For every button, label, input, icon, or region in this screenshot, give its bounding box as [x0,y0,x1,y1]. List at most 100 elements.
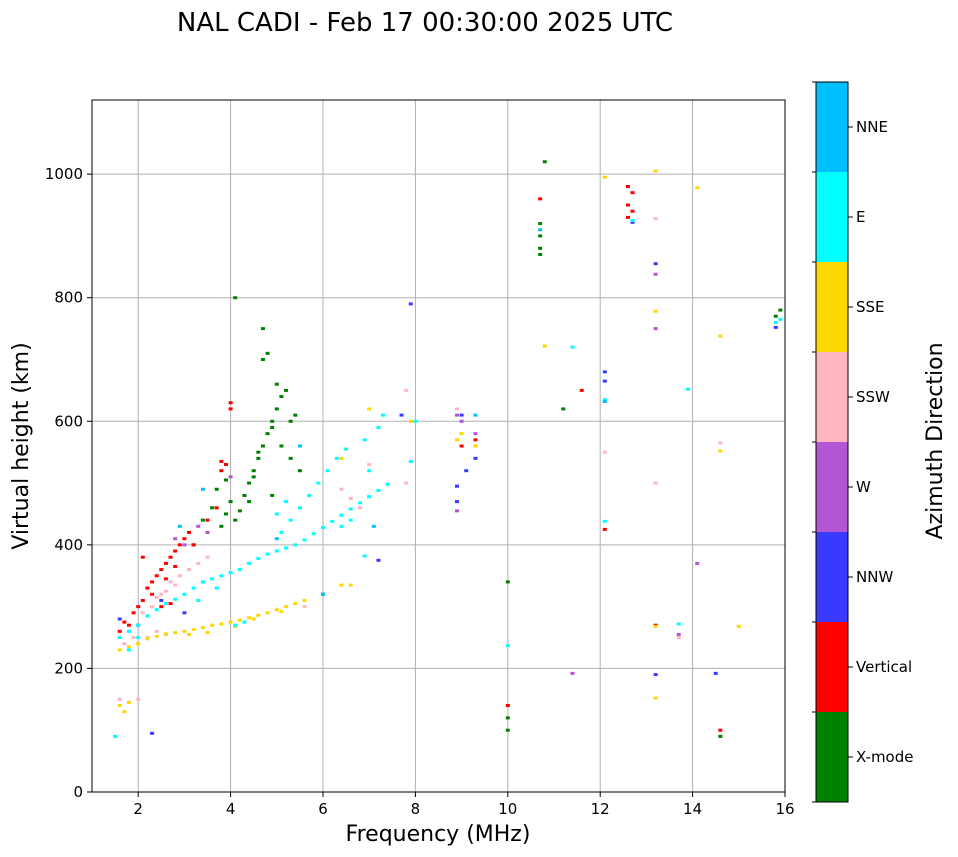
data-point [205,518,210,522]
data-point [284,388,289,392]
data-point [538,197,543,201]
data-point [274,549,279,553]
data-point [464,469,469,473]
data-point [163,632,168,636]
data-point [653,696,658,700]
data-point [200,626,205,630]
data-point [293,413,298,417]
data-point [191,586,196,590]
data-point [177,524,182,528]
data-point [173,549,178,553]
data-point [228,407,233,411]
data-point [284,546,289,550]
data-point [653,673,658,677]
data-point [718,449,723,453]
y-tick-label: 200 [54,659,83,677]
data-point [274,512,279,516]
data-point [570,345,575,349]
data-point [348,507,353,511]
data-point [219,574,224,578]
data-point [357,506,362,510]
data-point [274,537,279,541]
data-point [182,592,187,596]
data-point [348,583,353,587]
data-point [311,532,316,536]
data-point [117,704,122,707]
data-point [191,543,196,547]
data-point [538,222,543,226]
colorbar-tick-label: E [856,208,865,226]
data-point [454,407,459,411]
data-point [117,629,122,633]
data-point [145,637,150,641]
colorbar-tick-label: SSE [856,298,885,316]
data-point [154,608,159,612]
data-point [182,537,187,541]
data-point [773,314,778,318]
data-point [136,623,141,627]
data-point [653,217,658,221]
data-point [408,302,413,306]
data-point [279,531,284,534]
data-point [579,388,584,392]
data-point [362,438,367,442]
data-point [233,518,238,522]
data-point [237,568,242,572]
data-point [602,370,607,374]
data-point [150,731,155,735]
data-point [602,398,607,402]
chart-title: NAL CADI - Feb 17 00:30:00 2025 UTC [177,8,673,38]
data-point [242,493,247,497]
data-point [718,441,723,445]
data-point [150,592,155,596]
data-point [297,506,302,510]
data-point [173,597,178,601]
data-point [122,620,127,624]
colorbar-tick-label: NNW [856,568,893,586]
x-tick-label: 10 [498,800,517,818]
data-point [653,309,658,313]
data-point [265,611,270,615]
data-point [214,506,219,510]
data-point [131,611,136,615]
data-point [256,613,261,617]
data-point [210,506,215,510]
data-point [219,622,224,626]
data-point [307,493,312,497]
data-point [773,320,778,324]
data-point [367,469,372,473]
data-point [247,500,252,504]
data-point [376,425,381,429]
data-point [602,527,607,531]
data-point [330,519,335,523]
data-point [154,574,159,578]
data-point [653,481,658,485]
y-tick-label: 0 [73,783,83,801]
data-point [630,220,635,224]
data-point [173,537,178,541]
x-axis: 2 4 6 8 10 12 14 16 [133,792,795,818]
data-point [228,475,233,479]
x-tick-label: 2 [133,800,143,818]
data-point [247,616,252,620]
data-point [339,513,344,517]
data-point [293,543,298,547]
data-point [676,636,681,640]
data-point [136,636,141,640]
data-point [367,407,372,411]
data-point [454,438,459,442]
data-point [154,629,159,633]
data-point [459,432,464,436]
data-point [505,580,510,584]
data-point [316,481,321,485]
data-point [274,608,279,612]
data-point [117,648,122,652]
data-point [284,605,289,609]
data-point [538,234,543,238]
data-point [653,624,658,628]
colorbar-swatch [816,622,848,712]
data-point [334,456,339,460]
data-point [140,598,145,602]
data-point [182,629,187,633]
data-point [279,610,284,614]
